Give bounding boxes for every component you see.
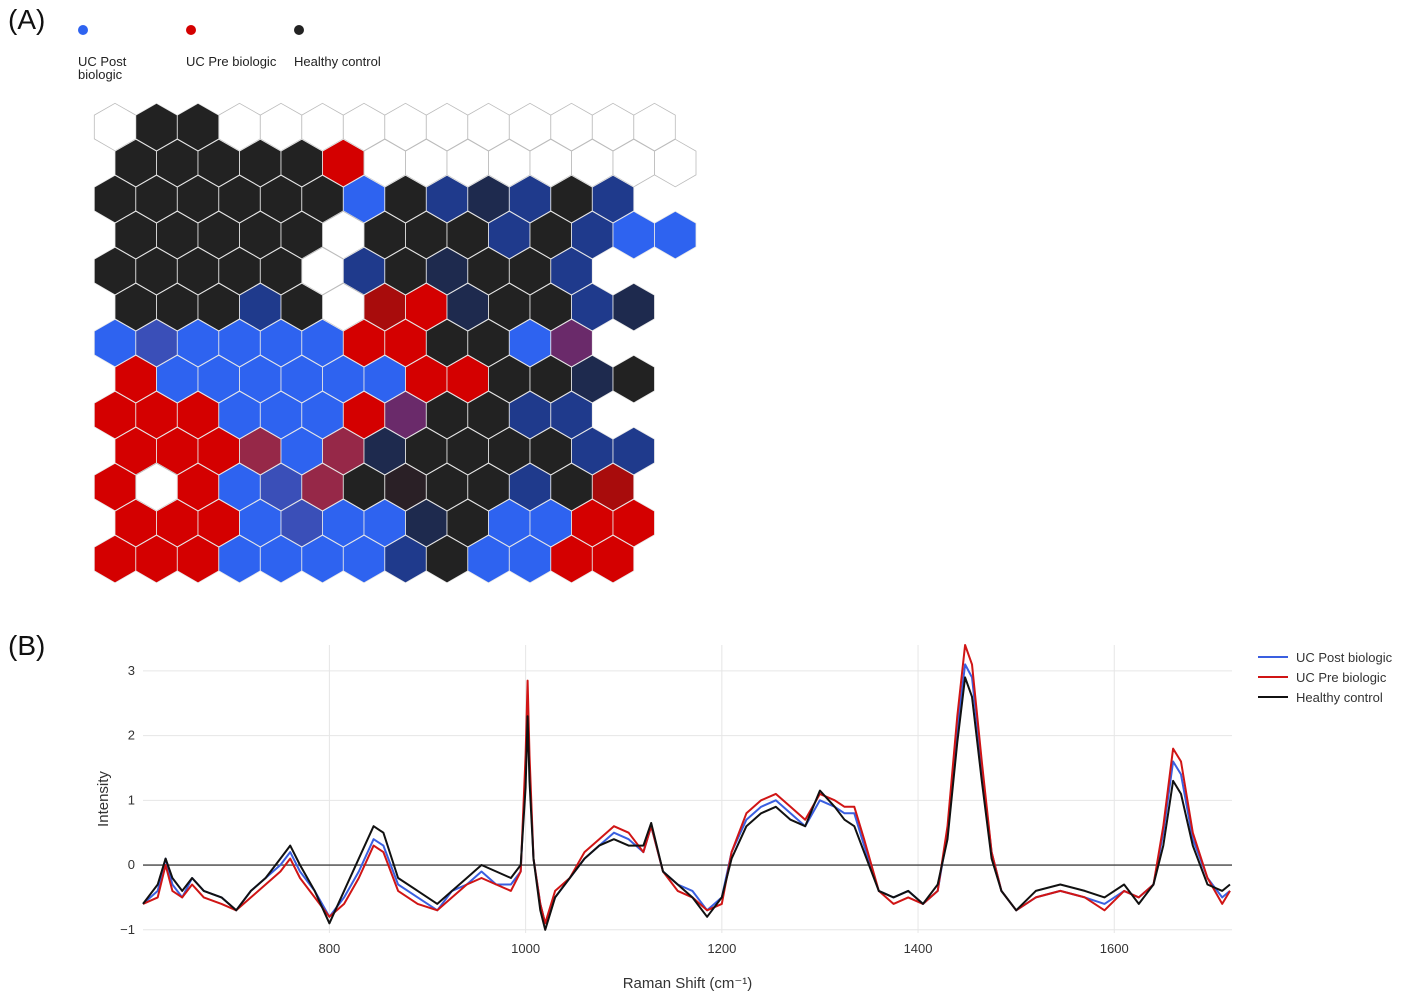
legend-label: UC Pre biologic (1296, 670, 1387, 685)
y-tick-label: 2 (128, 728, 135, 743)
legend-label: Healthy control (1296, 690, 1383, 705)
legend-dot-healthy (294, 25, 304, 35)
x-axis-title: Raman Shift (cm⁻¹) (623, 975, 753, 992)
som-hex-cell (654, 210, 697, 260)
som-hex-map (93, 102, 697, 584)
y-tick-label: 0 (128, 857, 135, 872)
x-tick-label: 1400 (904, 941, 933, 956)
legend-label: UC Post biologic (1296, 650, 1393, 665)
legend-label-uc-pre: UC Pre biologic (186, 54, 277, 69)
legend-label-healthy: Healthy control (294, 54, 381, 69)
series-line-2 (142, 676, 1231, 931)
x-tick-label: 1200 (707, 941, 736, 956)
panel-a-label: (A) (8, 4, 46, 35)
series-line-0 (142, 663, 1231, 925)
som-hex-cell (612, 354, 655, 404)
som-hex-cell (612, 282, 655, 332)
legend-label-uc-post: UC Post biologic (78, 54, 127, 82)
y-axis-title: Intensity (95, 771, 112, 827)
legend-dot-uc-pre (186, 25, 196, 35)
som-hex-cell (654, 138, 697, 188)
y-tick-label: 1 (128, 792, 135, 807)
x-tick-label: 800 (319, 941, 341, 956)
som-hex-cell (591, 534, 635, 584)
series-line-1 (142, 644, 1231, 925)
panel-b-label: (B) (8, 630, 46, 661)
legend-dot-uc-post (78, 25, 88, 35)
x-tick-label: 1000 (511, 941, 540, 956)
y-tick-label: 3 (128, 663, 135, 678)
x-tick-label: 1600 (1100, 941, 1129, 956)
y-tick-label: −1 (120, 922, 135, 937)
